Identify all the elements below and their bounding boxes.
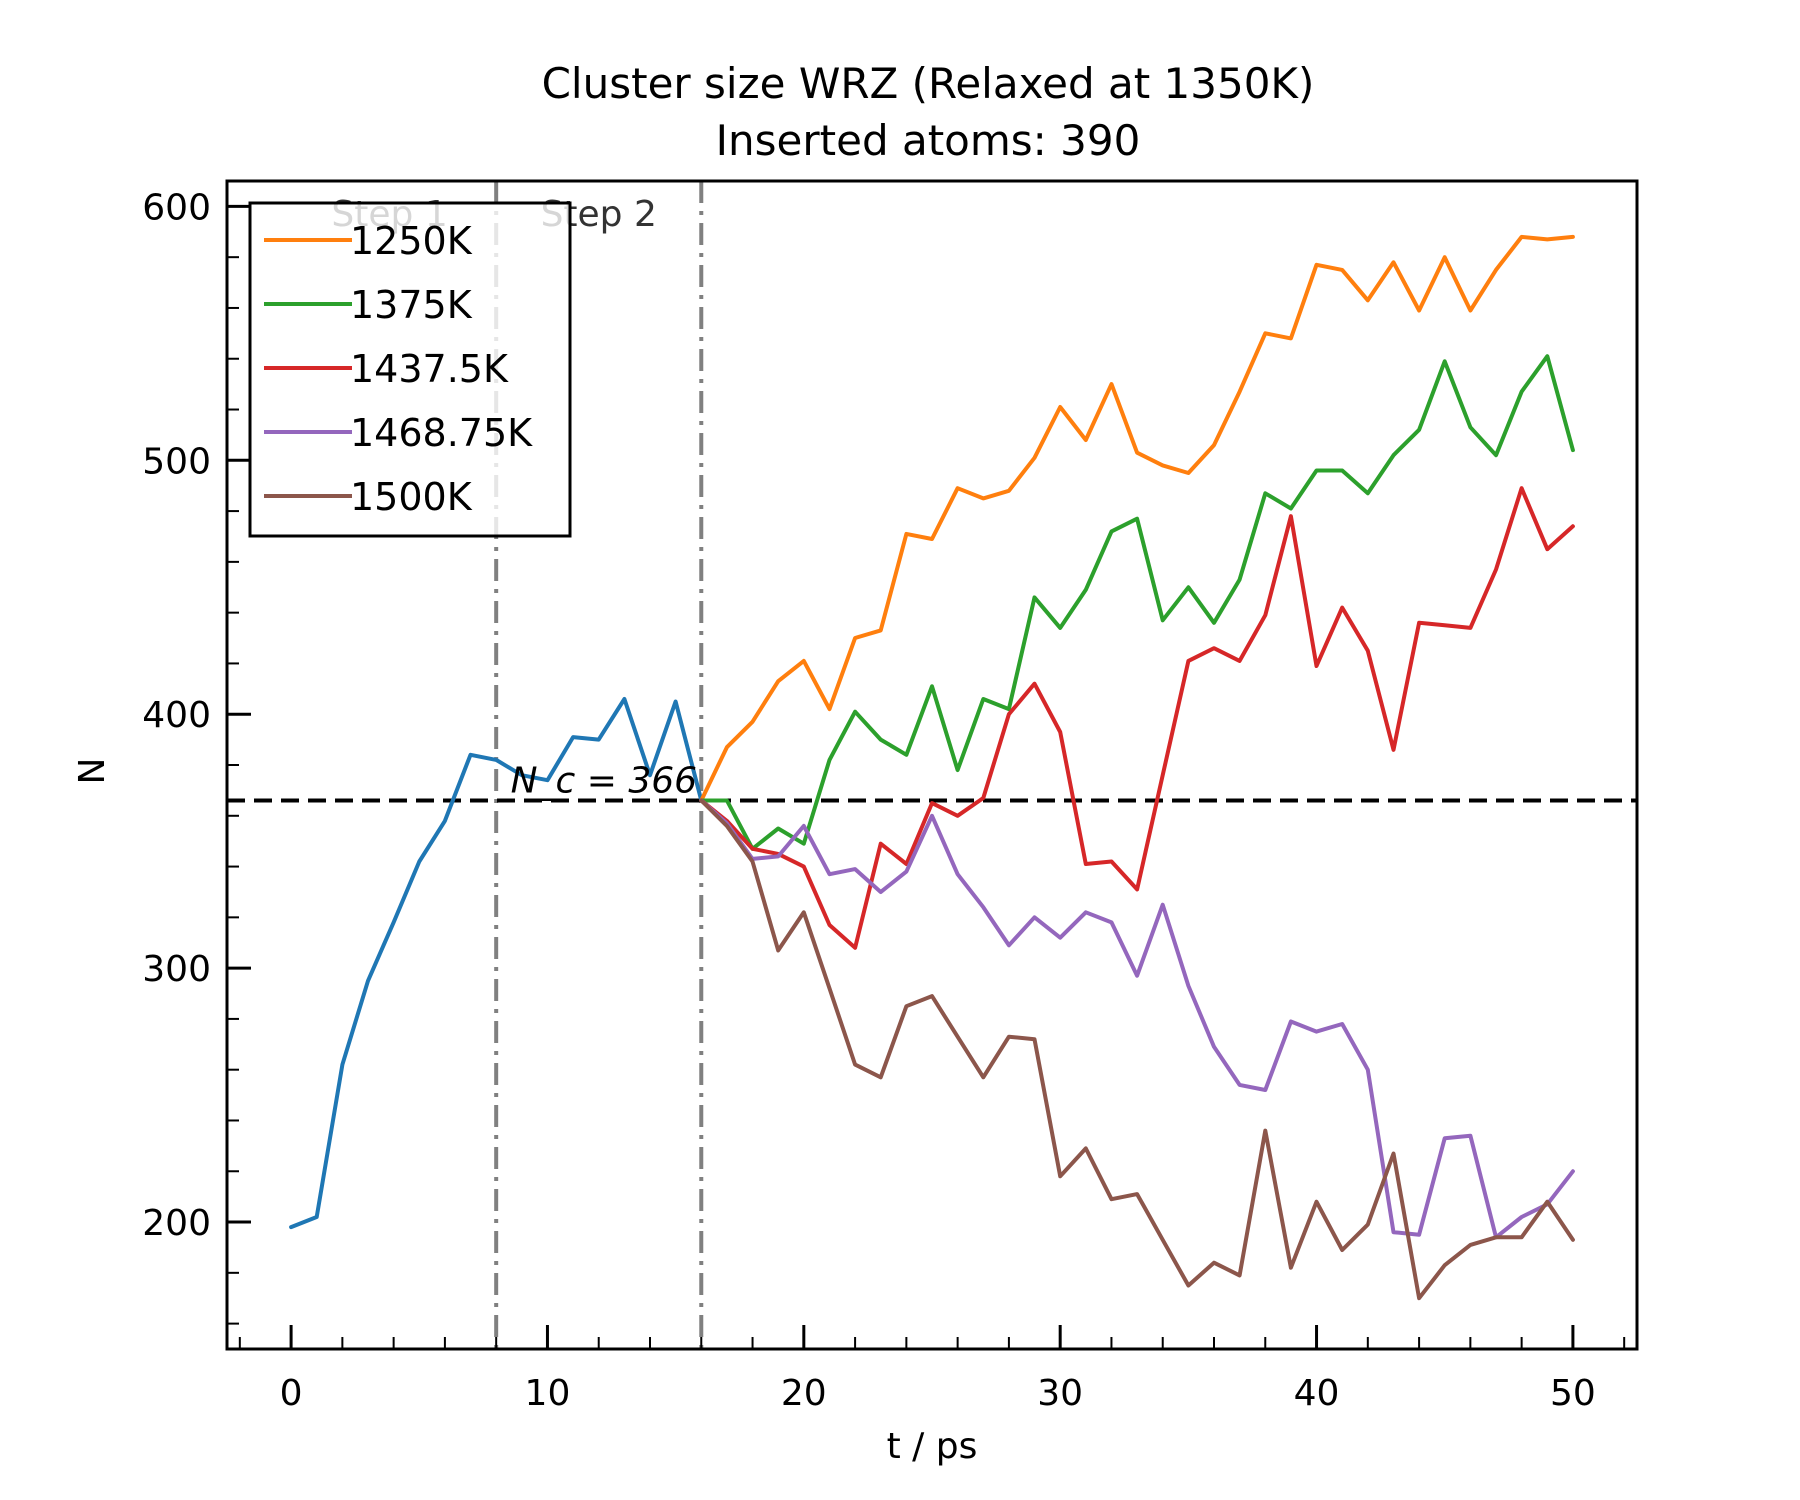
x-tick-label: 40: [1294, 1373, 1340, 1414]
legend-label: 1250K: [350, 219, 473, 263]
y-tick-label: 500: [142, 441, 211, 482]
plot-layer: Step 1Step 2N_c = 366: [227, 181, 1637, 1349]
legend-label: 1375K: [350, 283, 473, 327]
y-tick-label: 200: [142, 1203, 211, 1244]
x-tick-label: 50: [1550, 1373, 1596, 1414]
chart-subtitle: Inserted atoms: 390: [716, 116, 1141, 165]
legend: 1250K 1375K 1437.5K 1468.75K 1500K: [248, 201, 572, 538]
threshold-label: N_c = 366: [511, 761, 698, 802]
tick-layer: 0 10 20 30 40 50 200 300 400 500 600: [142, 187, 1626, 1414]
x-axis-label: t / ps: [887, 1426, 978, 1467]
legend-label: 1468.75K: [350, 411, 533, 455]
y-tick-label: 400: [142, 695, 211, 736]
series-line-1500K: [699, 798, 1575, 1301]
x-tick-label: 30: [1037, 1373, 1083, 1414]
y-tick-label: 300: [142, 949, 211, 990]
x-tick-label: 10: [525, 1373, 571, 1414]
x-tick-label: 20: [781, 1373, 827, 1414]
series-line-1250K: [699, 234, 1575, 803]
x-tick-label: 0: [280, 1373, 303, 1414]
legend-label: 1437.5K: [350, 347, 509, 391]
series-line-1468.75K: [699, 798, 1575, 1240]
chart-title: Cluster size WRZ (Relaxed at 1350K): [542, 59, 1315, 108]
series-line-step1-0: [289, 697, 704, 1230]
series-line-1375K: [699, 354, 1575, 851]
y-tick-label: 600: [142, 187, 211, 228]
legend-label: 1500K: [350, 475, 473, 519]
series-line-1437.5K: [699, 486, 1575, 950]
y-axis-label: N: [72, 758, 113, 785]
